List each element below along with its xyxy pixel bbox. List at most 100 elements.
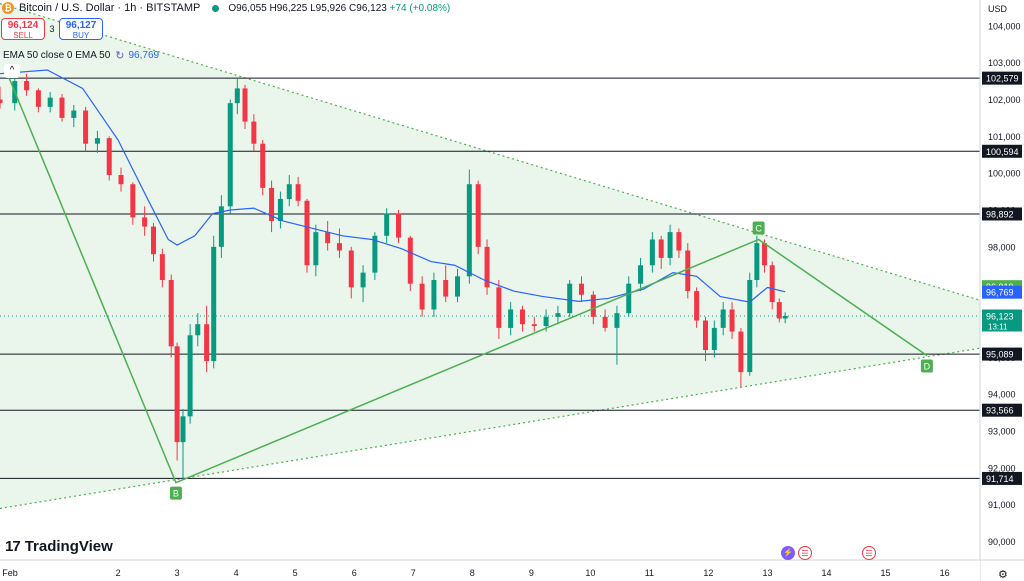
pattern-point-label: B <box>173 489 179 499</box>
candle-body <box>543 316 549 327</box>
y-tick-label: 94,000 <box>988 390 1016 400</box>
candle-body <box>762 243 768 266</box>
bitcoin-icon: ₿ <box>2 2 14 14</box>
level-price-tag <box>982 403 1022 417</box>
candle-body <box>35 90 41 107</box>
y-tick-label: 101,000 <box>988 132 1021 142</box>
countdown-label: 13:11 <box>988 322 1008 331</box>
triangle-lower-trendline <box>0 347 981 510</box>
y-tick-label: 104,000 <box>988 21 1021 31</box>
market-open-icon <box>212 4 220 12</box>
candle-body <box>711 327 717 350</box>
lightning-icon[interactable]: ⚡ <box>781 546 795 560</box>
candle-body <box>638 265 644 284</box>
candle-body <box>24 81 30 91</box>
candle-body <box>218 206 224 247</box>
candle-body <box>234 88 240 104</box>
candle-body <box>187 335 193 417</box>
candle-body <box>174 346 180 443</box>
sell-button[interactable]: 96,124 SELL <box>1 18 45 40</box>
chart-header: ₿ Bitcoin / U.S. Dollar · 1h · BITSTAMP … <box>0 0 450 16</box>
candle-body <box>508 309 514 328</box>
y-tick-label: 93,000 <box>988 427 1016 437</box>
y-tick-label: 103,000 <box>988 58 1021 68</box>
x-tick-label: 15 <box>881 568 891 578</box>
candle-body <box>455 276 461 297</box>
candle-body <box>0 99 3 104</box>
ohlc-open: O96,055 <box>228 2 267 14</box>
candle-body <box>150 226 156 255</box>
buy-button[interactable]: 96,127 BUY <box>59 18 103 40</box>
pattern-zigzag-line <box>8 77 928 484</box>
y-tick-label: 100,000 <box>988 169 1021 179</box>
candle-body <box>702 320 708 350</box>
x-tick-label: 11 <box>645 568 654 578</box>
candle-body <box>626 283 632 314</box>
x-tick-label: 10 <box>585 568 595 578</box>
candle-body <box>614 313 620 328</box>
us-flag-icon[interactable]: ☰ <box>862 546 876 560</box>
candle-body <box>738 331 744 373</box>
symbol-title[interactable]: Bitcoin / U.S. Dollar · 1h · BITSTAMP <box>19 2 201 14</box>
level-price-tag-label: 102,579 <box>986 74 1019 84</box>
candle-body <box>747 280 753 373</box>
triangle-upper-trendline <box>0 3 981 301</box>
buy-price: 96,127 <box>65 20 97 31</box>
candle-body <box>667 232 673 258</box>
level-price-tag <box>982 207 1022 221</box>
candle-body <box>372 235 378 273</box>
level-price-tag-label: 95,089 <box>986 350 1014 360</box>
level-price-tag-label: 98,892 <box>986 209 1014 219</box>
level-price-tag <box>982 71 1022 85</box>
indicator-legend[interactable]: EMA 50 close 0 EMA 50 ↻ 96,769 <box>3 49 159 62</box>
x-tick-label: 2 <box>116 568 121 578</box>
candle-body <box>431 280 437 310</box>
candle-body <box>649 239 655 266</box>
candle-body <box>729 309 735 332</box>
candle-body <box>685 250 691 292</box>
us-flag-icon[interactable]: ☰ <box>798 546 812 560</box>
candle-body <box>227 103 233 207</box>
indicator-label: EMA 50 close 0 EMA 50 <box>3 50 111 61</box>
candle-body <box>466 184 472 277</box>
level-price-tag-label: 91,714 <box>986 474 1014 484</box>
pattern-point-label: D <box>924 362 931 372</box>
x-tick-label: 13 <box>762 568 772 578</box>
candle-body <box>142 217 148 227</box>
candle-body <box>676 232 682 251</box>
pattern-point-badge <box>169 486 182 500</box>
tradingview-logo: 17 TradingView <box>5 538 113 555</box>
candle-body <box>475 184 481 247</box>
candle-body <box>159 254 165 280</box>
cycle-icon[interactable]: ↻ <box>115 50 125 62</box>
candles-group <box>0 73 788 479</box>
indicator-value: 96,769 <box>128 50 160 61</box>
candle-body <box>295 184 301 201</box>
price-tag-label: 96,123 <box>986 311 1014 321</box>
candle-body <box>496 287 502 328</box>
candle-body <box>590 294 596 317</box>
candle-body <box>782 315 788 319</box>
price-axis: USD104,000103,000102,000101,000100,00099… <box>979 0 1024 581</box>
settings-icon[interactable]: ⚙ <box>998 569 1008 581</box>
sell-label: SELL <box>13 31 33 40</box>
ohlc-change: +74 (+0.08%) <box>389 2 451 14</box>
ohlc-high: H96,225 <box>269 2 308 14</box>
x-tick-label: 7 <box>411 568 416 578</box>
y-tick-label: 98,000 <box>988 242 1016 252</box>
candle-body <box>251 121 257 144</box>
x-tick-label: 4 <box>234 568 239 578</box>
candle-body <box>776 302 782 319</box>
candle-body <box>211 246 217 362</box>
candle-body <box>519 309 525 325</box>
candle-body <box>168 280 174 347</box>
candle-body <box>443 280 449 297</box>
candle-body <box>567 283 573 314</box>
level-price-tag <box>982 347 1022 361</box>
ohlc-values: O96,055 H96,225 L95,926 C96,123 +74 (+0.… <box>228 3 450 14</box>
candle-body <box>336 243 342 251</box>
x-tick-label: 6 <box>352 568 357 578</box>
price-tag-label: 96,769 <box>986 288 1014 298</box>
collapse-legend-icon[interactable]: ^ <box>4 64 20 78</box>
